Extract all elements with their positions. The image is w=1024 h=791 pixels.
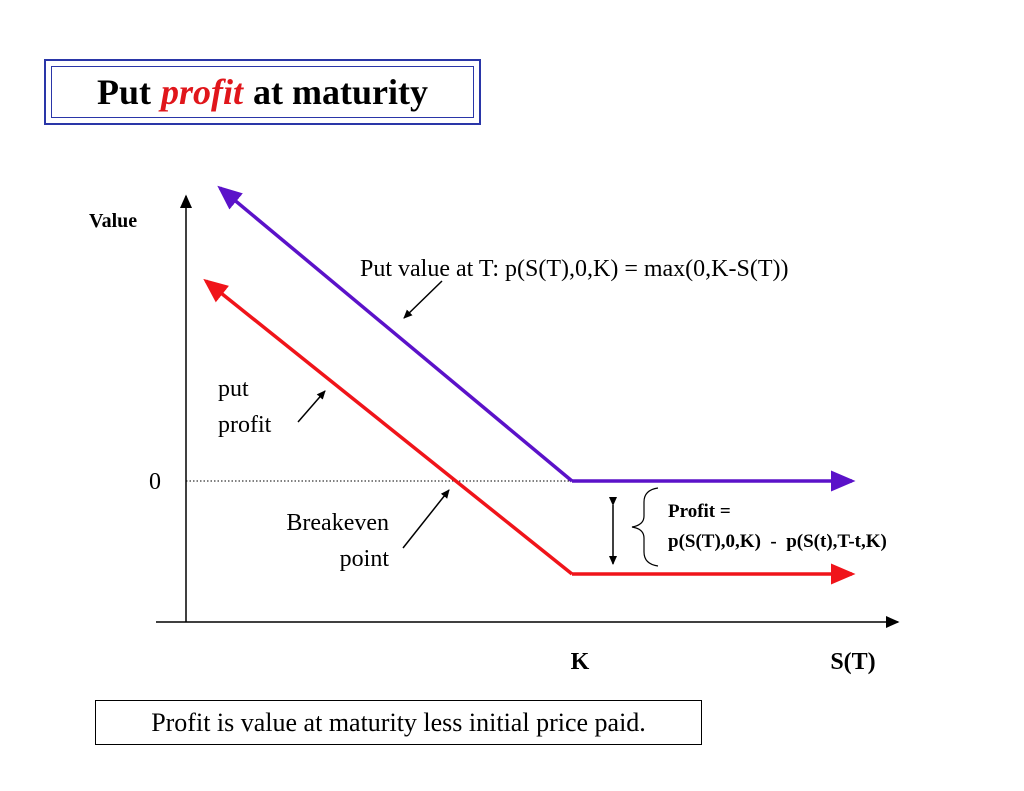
put-value-line	[217, 185, 574, 483]
strike-label: K	[571, 649, 590, 675]
zero-label: 0	[149, 469, 161, 495]
profit-formula-line1: Profit =	[668, 501, 731, 522]
page-title: Put profit at maturity	[51, 66, 474, 118]
note-box: Profit is value at maturity less initial…	[95, 700, 702, 745]
y-axis-label: Value	[89, 210, 137, 232]
title-suffix: at maturity	[253, 72, 428, 112]
profit-brace	[631, 487, 659, 567]
breakeven-pointer	[402, 489, 450, 549]
note-text: Profit is value at maturity less initial…	[151, 707, 646, 737]
title-box: Put profit at maturity	[44, 59, 481, 125]
put-profit-label-line2: profit	[218, 412, 272, 438]
x-axis-label: S(T)	[830, 649, 875, 675]
put-profit-line	[203, 278, 574, 576]
put-value-pointer	[403, 280, 443, 319]
put-profit-pointer	[297, 390, 326, 423]
put-profit-label-line1: put	[218, 376, 249, 402]
breakeven-label-line2: point	[340, 546, 390, 572]
title-prefix: Put	[97, 72, 151, 112]
put-value-label: Put value at T: p(S(T),0,K) = max(0,K-S(…	[360, 256, 788, 282]
breakeven-label-line1: Breakeven	[286, 510, 389, 536]
profit-formula-line2: p(S(T),0,K) - p(S(t),T-t,K)	[668, 531, 887, 552]
title-accent: profit	[161, 72, 244, 112]
